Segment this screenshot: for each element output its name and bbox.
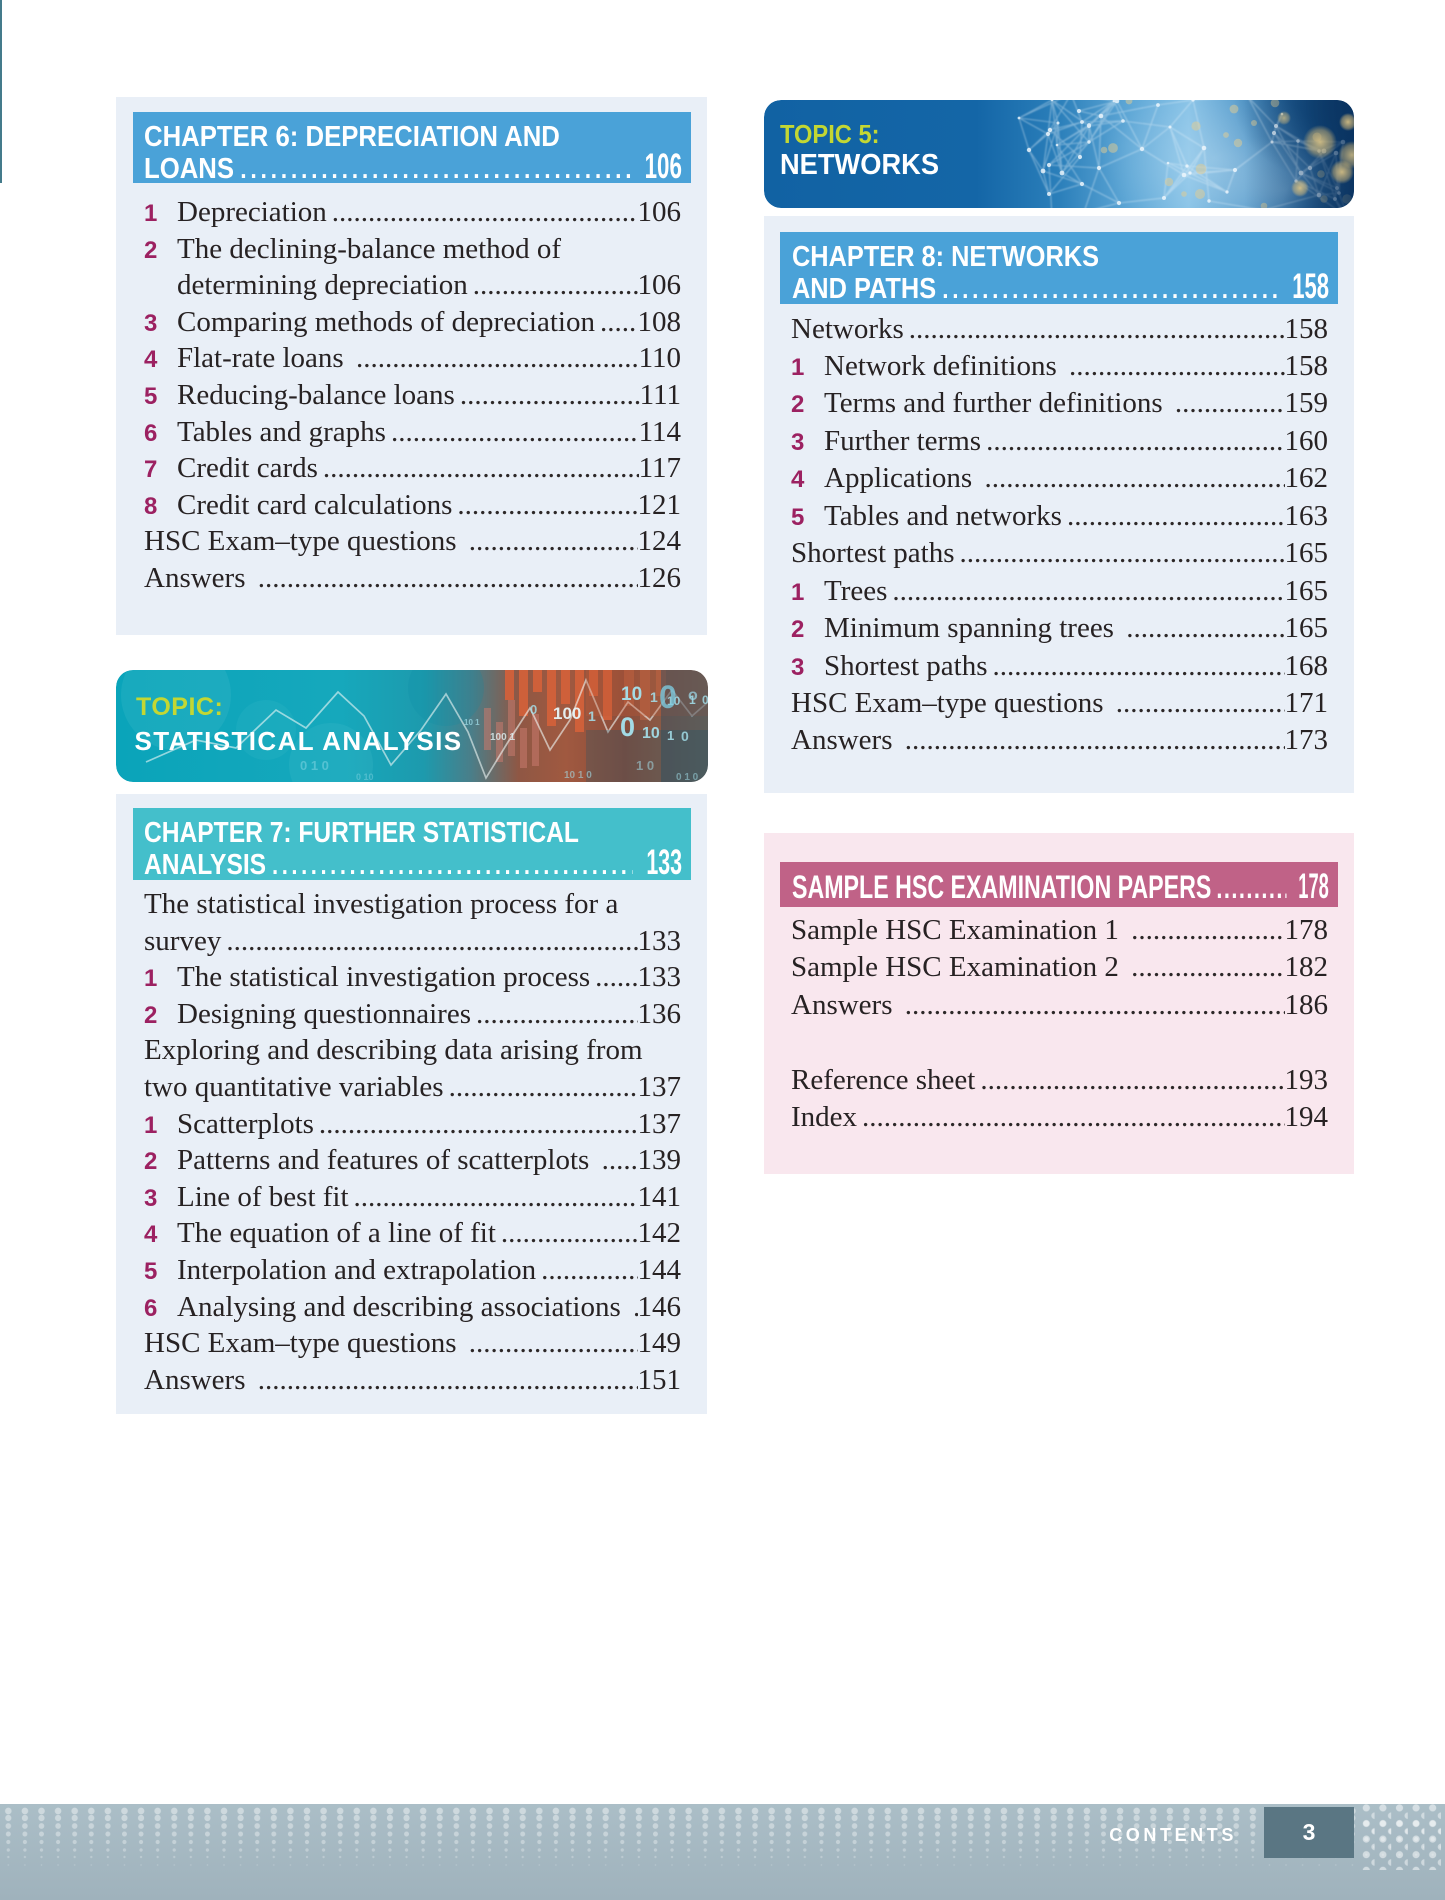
svg-text:0: 0 [530,702,537,717]
svg-text:10 1: 10 1 [464,718,480,727]
svg-text:0 1 0: 0 1 0 [300,758,329,773]
svg-text:100: 100 [553,704,581,723]
svg-text:1: 1 [588,708,596,724]
svg-text:100 1: 100 1 [490,732,515,743]
svg-text:10: 10 [667,694,681,708]
svg-text:1: 1 [667,728,674,743]
svg-text:0: 0 [681,728,689,744]
svg-text:o: o [688,687,698,704]
svg-text:0: 0 [659,679,677,715]
svg-text:10: 10 [621,684,642,705]
svg-text:10 1 0: 10 1 0 [564,770,592,781]
svg-text:1: 1 [650,689,658,705]
svg-text:1: 1 [689,693,696,707]
svg-text:1 0: 1 0 [636,758,654,773]
svg-text:10: 10 [642,725,660,742]
svg-text:0: 0 [620,712,635,742]
svg-text:0 10: 0 10 [356,772,374,782]
svg-text:0 1 0: 0 1 0 [676,772,699,782]
svg-text:0: 0 [702,693,708,707]
